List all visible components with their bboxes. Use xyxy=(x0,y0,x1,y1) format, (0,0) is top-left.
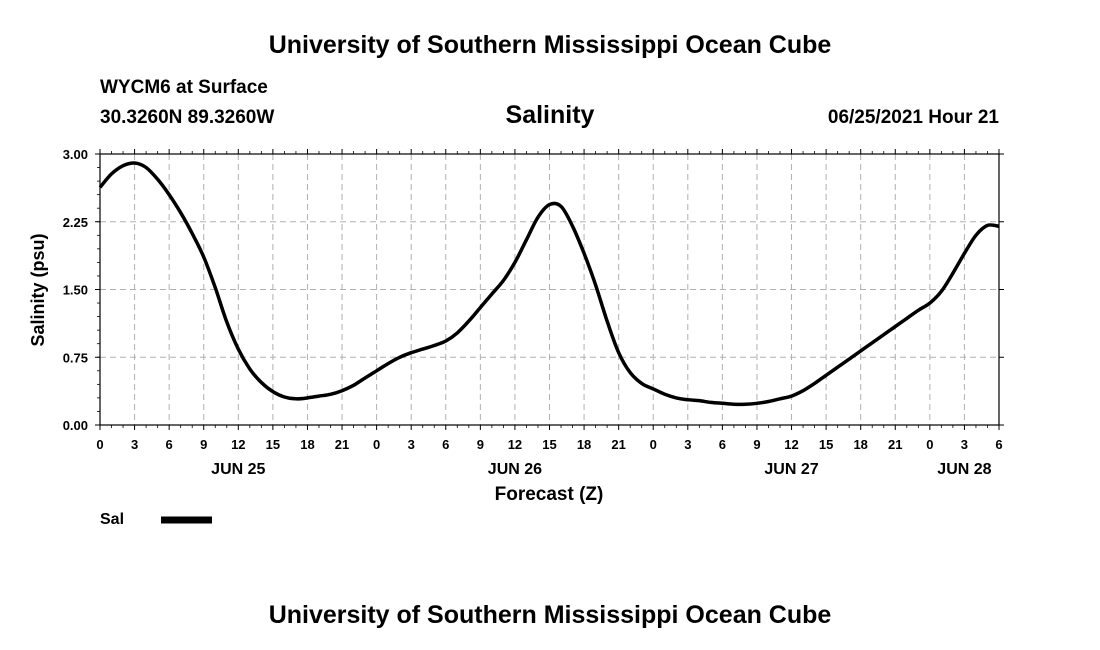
y-axis-label: Salinity (psu) xyxy=(28,233,48,346)
legend-label: Sal xyxy=(100,511,124,528)
series-layer xyxy=(98,161,1000,407)
x-axis-label: Forecast (Z) xyxy=(495,484,604,505)
x-tick-label: 15 xyxy=(542,437,556,452)
x-tick-label: 21 xyxy=(611,437,625,452)
series-line-sal xyxy=(98,161,1000,407)
x-tick-label: 18 xyxy=(300,437,314,452)
y-tick-label: 0.00 xyxy=(63,418,88,433)
x-tick-label: 21 xyxy=(888,437,902,452)
x-tick-label: 6 xyxy=(166,437,173,452)
x-tick-label: 6 xyxy=(995,437,1002,452)
date-label: JUN 26 xyxy=(488,461,542,478)
y-tick-label: 1.50 xyxy=(63,283,88,298)
chart-title: Salinity xyxy=(505,101,595,129)
x-tick-label: 9 xyxy=(200,437,207,452)
y-tick-label: 3.00 xyxy=(63,147,88,162)
x-tick-label: 12 xyxy=(508,437,522,452)
x-tick-label: 3 xyxy=(408,437,415,452)
x-tick-label: 15 xyxy=(266,437,280,452)
date-label: JUN 25 xyxy=(211,461,265,478)
date-label: JUN 28 xyxy=(937,461,991,478)
x-tick-label: 12 xyxy=(784,437,798,452)
x-tick-label: 3 xyxy=(961,437,968,452)
x-tick-label: 0 xyxy=(373,437,380,452)
x-tick-label: 21 xyxy=(335,437,349,452)
x-tick-label: 9 xyxy=(753,437,760,452)
station-label: WYCM6 at Surface xyxy=(100,77,268,98)
axis-layer: 0.00 0.75 1.50 2.25 3.00 0 3 6 9 12 15 18 21 0 3 6 9 12 15… xyxy=(63,147,1004,478)
x-tick-label: 12 xyxy=(231,437,245,452)
y-tick-label: 0.75 xyxy=(63,350,88,365)
x-tick-label: 18 xyxy=(577,437,591,452)
x-tick-label: 18 xyxy=(853,437,867,452)
x-tick-label: 0 xyxy=(96,437,103,452)
date-label: JUN 27 xyxy=(764,461,818,478)
x-tick-label: 15 xyxy=(819,437,833,452)
y-tick-label: 2.25 xyxy=(63,215,88,230)
x-tick-label: 0 xyxy=(926,437,933,452)
x-tick-label: 0 xyxy=(650,437,657,452)
page-title-bottom: University of Southern Mississippi Ocean… xyxy=(268,601,832,629)
x-tick-label: 9 xyxy=(477,437,484,452)
x-tick-label: 3 xyxy=(131,437,138,452)
page-title-top: University of Southern Mississippi Ocean… xyxy=(268,31,832,59)
coordinates-label: 30.3260N 89.3260W xyxy=(100,107,275,128)
x-tick-label: 3 xyxy=(684,437,691,452)
grid-layer xyxy=(100,154,999,425)
x-tick-label: 6 xyxy=(442,437,449,452)
forecast-datetime: 06/25/2021 Hour 21 xyxy=(827,107,999,128)
x-tick-label: 6 xyxy=(719,437,726,452)
